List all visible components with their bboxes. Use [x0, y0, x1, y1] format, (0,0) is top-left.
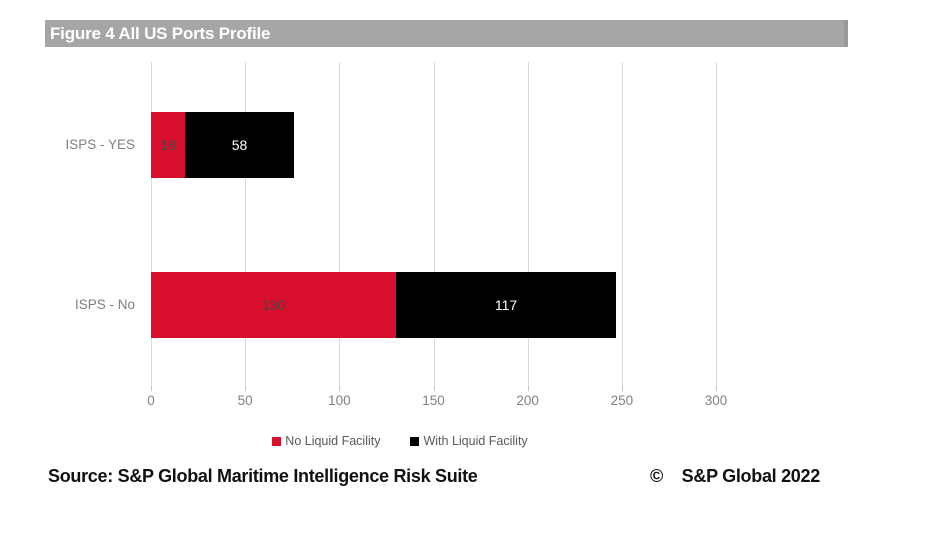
- x-tick-label: 100: [328, 393, 351, 408]
- bar-value-label: 58: [231, 137, 248, 153]
- axis-tick: [716, 386, 717, 391]
- copyright: © S&P Global 2022: [650, 466, 820, 487]
- x-tick-label: 0: [147, 393, 155, 408]
- legend-item: No Liquid Facility: [272, 434, 380, 448]
- bar-segment-no-liquid-facility: 130: [151, 272, 396, 338]
- x-tick-label: 50: [237, 393, 253, 408]
- gridline: [433, 62, 435, 386]
- axis-tick: [339, 386, 341, 391]
- bar-value-label: 18: [160, 137, 176, 153]
- x-tick-label: 200: [516, 393, 539, 408]
- gridline: [621, 62, 623, 386]
- bar-segment-with-liquid-facility: 117: [395, 272, 617, 338]
- gridline: [151, 62, 152, 386]
- copyright-text: S&P Global 2022: [681, 466, 821, 486]
- bar-value-label: 117: [494, 297, 518, 313]
- category-label: ISPS - No: [74, 297, 135, 312]
- gridline: [527, 62, 529, 386]
- category-label: ISPS - YES: [65, 137, 135, 152]
- bar-row: 130 117: [151, 272, 716, 338]
- axis-tick: [433, 386, 435, 391]
- axis-tick: [151, 386, 152, 391]
- legend-swatch-icon: [272, 436, 282, 446]
- gridline: [339, 62, 341, 386]
- x-tick-label: 300: [704, 393, 728, 408]
- source-text: Source: S&P Global Maritime Intelligence…: [48, 466, 478, 486]
- axis-tick: [527, 386, 529, 391]
- x-tick-label: 150: [422, 393, 445, 408]
- footer: Source: S&P Global Maritime Intelligence…: [0, 466, 947, 492]
- legend-swatch-icon: [410, 436, 420, 446]
- x-tick-label: 250: [610, 393, 634, 408]
- legend-label: With Liquid Facility: [423, 434, 528, 448]
- bar-value-label: 130: [261, 297, 286, 313]
- chart-legend: No Liquid Facility With Liquid Facility: [120, 433, 680, 449]
- legend-item: With Liquid Facility: [410, 434, 528, 448]
- bar-segment-with-liquid-facility: 58: [184, 112, 295, 178]
- copyright-symbol: ©: [650, 466, 663, 486]
- axis-tick: [621, 386, 623, 391]
- figure-title-bar: Figure 4 All US Ports Profile: [45, 20, 848, 47]
- axis-tick: [245, 386, 247, 391]
- legend-label: No Liquid Facility: [285, 434, 381, 448]
- figure-title: Figure 4 All US Ports Profile: [50, 23, 271, 43]
- gridline: [716, 62, 717, 386]
- plot-area: 0 50 100 150 200 250 300 18 58 130 117: [147, 62, 727, 408]
- bar-segment-no-liquid-facility: 18: [151, 112, 185, 178]
- gridline: [245, 62, 247, 386]
- bar-row: 18 58: [151, 112, 716, 178]
